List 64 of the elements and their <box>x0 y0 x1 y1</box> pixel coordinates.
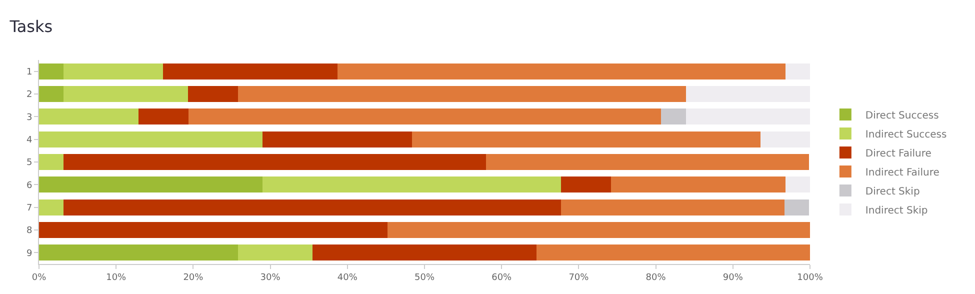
legend-label: Direct Failure <box>865 148 932 160</box>
x-tick-label: 40% <box>337 272 358 283</box>
bar <box>64 154 486 170</box>
x-tick-label: 60% <box>492 272 512 283</box>
y-tick-label: 3 <box>26 112 32 123</box>
legend-label: Indirect Skip <box>865 205 928 216</box>
bar <box>64 199 561 216</box>
bar <box>760 131 810 148</box>
bar <box>39 86 64 102</box>
x-tick-label: 30% <box>260 272 281 283</box>
legend-label: Indirect Success <box>865 129 947 140</box>
bar <box>560 176 612 193</box>
x-tick-label: 10% <box>106 272 127 283</box>
bar <box>486 154 810 170</box>
y-tick-label: 1 <box>26 67 32 78</box>
bar <box>138 108 189 125</box>
bar <box>39 244 238 261</box>
bar <box>39 199 64 216</box>
bar <box>39 222 388 238</box>
bar <box>238 86 686 102</box>
y-tick-label: 2 <box>26 90 32 100</box>
bar <box>611 176 786 193</box>
bar <box>39 176 263 193</box>
chart-title: Tasks <box>8 16 53 36</box>
y-tick-label: 5 <box>26 158 32 168</box>
x-tick-label: 70% <box>568 272 590 283</box>
y-tick-label: 7 <box>26 203 32 214</box>
legend-label: Direct Success <box>865 110 939 122</box>
bar <box>39 154 64 170</box>
bar <box>312 244 536 261</box>
bar <box>785 63 810 80</box>
y-tick-label: 4 <box>26 135 32 146</box>
x-tick-label: 90% <box>722 272 744 283</box>
bar <box>163 63 338 80</box>
bar <box>39 131 263 148</box>
y-tick-label: 8 <box>26 226 32 236</box>
bar <box>238 244 313 261</box>
bar <box>412 131 761 148</box>
x-tick-label: 80% <box>646 272 666 283</box>
bar <box>661 108 686 125</box>
x-tick-label: 0% <box>32 272 47 283</box>
bar <box>784 199 810 216</box>
bar <box>686 108 810 125</box>
bar <box>686 86 810 102</box>
bar <box>39 108 138 125</box>
legend-label: Direct Skip <box>865 186 920 198</box>
y-tick-label: 6 <box>26 180 32 191</box>
bar <box>188 86 238 102</box>
y-tick-label: 9 <box>26 248 32 259</box>
bar <box>387 222 810 238</box>
bar <box>785 176 810 193</box>
bar <box>39 63 64 80</box>
bar <box>536 244 810 261</box>
x-tick-label: 50% <box>414 272 435 283</box>
legend-label: Indirect Failure <box>865 167 940 178</box>
bar <box>337 63 786 80</box>
x-tick-label: 100% <box>797 272 824 283</box>
x-tick-label: 20% <box>183 272 204 283</box>
bar <box>64 63 164 80</box>
bar <box>188 108 662 125</box>
bar <box>560 199 785 216</box>
bar <box>64 86 188 102</box>
bar <box>262 131 412 148</box>
bar <box>262 176 561 193</box>
